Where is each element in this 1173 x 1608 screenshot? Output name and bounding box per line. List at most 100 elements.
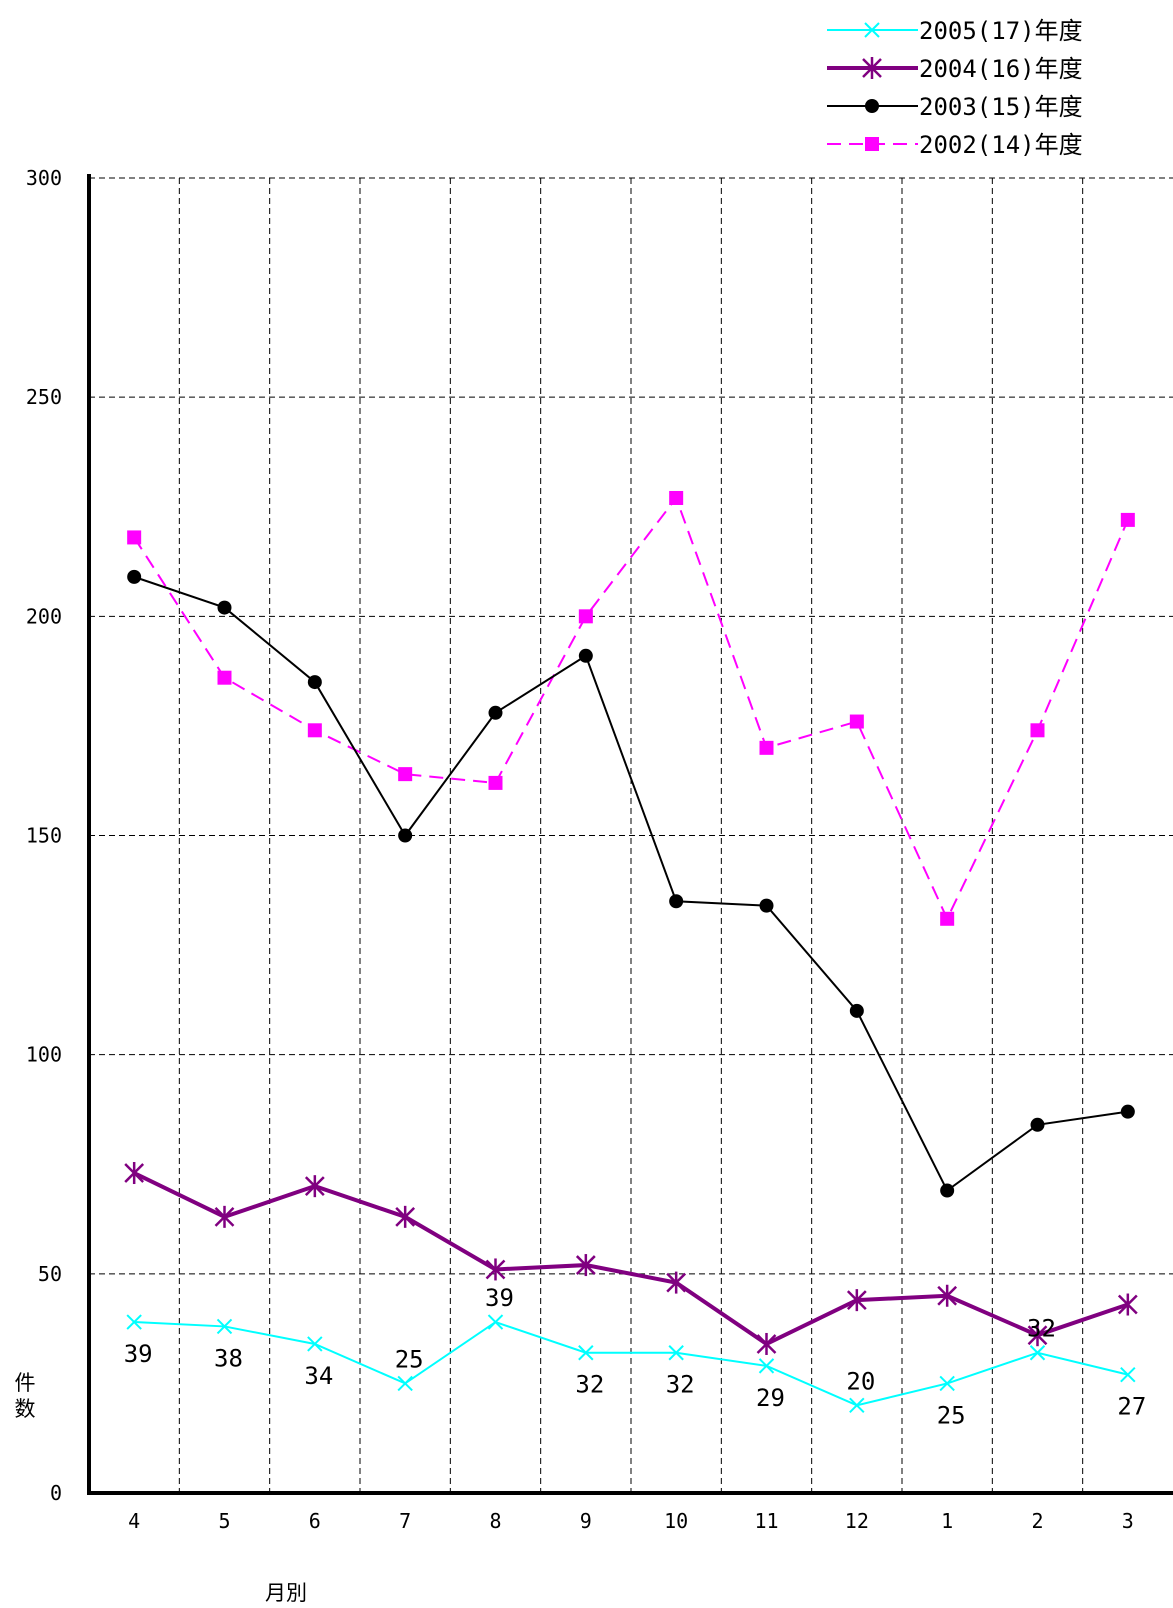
data-point xyxy=(1029,1345,1046,1361)
data-label: 25 xyxy=(937,1401,966,1429)
x-tick-label: 11 xyxy=(754,1509,778,1533)
y-tick-label: 50 xyxy=(38,1262,62,1286)
data-point xyxy=(758,1358,775,1374)
data-point xyxy=(756,1332,777,1355)
data-point xyxy=(668,1345,684,1361)
data-label: 34 xyxy=(304,1362,333,1390)
data-point xyxy=(578,609,593,624)
data-point xyxy=(939,1375,955,1392)
data-point xyxy=(304,1175,325,1198)
data-point xyxy=(849,714,864,729)
data-point xyxy=(759,898,774,913)
data-label: 29 xyxy=(756,1384,785,1412)
y-axis-label: 件数 xyxy=(15,1371,36,1421)
x-axis-ticks: 4 5 6 7 8 9 10 11 12 1 2 3 xyxy=(128,1509,1134,1533)
x-tick-label: 2 xyxy=(1031,1509,1043,1533)
data-point xyxy=(1117,1293,1138,1316)
y-tick-label: 200 xyxy=(26,604,62,628)
data-point xyxy=(1120,512,1135,527)
data-point xyxy=(578,1345,594,1361)
data-point xyxy=(1120,1104,1135,1119)
x-tick-label: 3 xyxy=(1122,1509,1134,1533)
legend-label: 2002(14)年度 xyxy=(919,131,1083,159)
data-point xyxy=(487,1314,504,1330)
legend-marker xyxy=(865,137,879,151)
data-point xyxy=(398,767,413,782)
legend-entry: 2005(17)年度 xyxy=(827,17,1083,45)
legend-marker xyxy=(864,22,880,38)
data-label: 39 xyxy=(485,1284,514,1312)
data-label: 27 xyxy=(1117,1393,1146,1421)
series-2002(14)年度 xyxy=(127,490,1135,926)
x-tick-label: 9 xyxy=(580,1509,592,1533)
data-label: 25 xyxy=(395,1345,424,1373)
data-point xyxy=(849,1003,864,1018)
data-point xyxy=(124,1162,145,1185)
data-label: 20 xyxy=(846,1367,875,1395)
data-point xyxy=(575,1254,596,1277)
data-point xyxy=(937,1284,958,1307)
series-2003(15)年度 xyxy=(127,569,1135,1198)
data-point xyxy=(307,1336,323,1352)
data-label: 39 xyxy=(124,1340,153,1368)
legend-entry: 2004(16)年度 xyxy=(827,55,1083,83)
data-label: 32 xyxy=(666,1371,695,1399)
legend-label: 2005(17)年度 xyxy=(919,17,1083,45)
data-labels: 39 38 34 25 39 32 32 29 20 25 32 27 xyxy=(124,1284,1147,1429)
data-point xyxy=(1030,723,1045,738)
x-tick-label: 10 xyxy=(664,1509,688,1533)
legend-entry: 2002(14)年度 xyxy=(827,131,1083,159)
data-point xyxy=(940,911,955,926)
data-point xyxy=(395,1205,416,1228)
data-point xyxy=(127,569,142,584)
y-tick-label: 300 xyxy=(26,166,62,190)
data-point xyxy=(1030,1117,1045,1132)
data-point xyxy=(126,1314,142,1330)
y-tick-label: 0 xyxy=(50,1481,62,1505)
data-point xyxy=(397,1375,413,1392)
x-tick-label: 8 xyxy=(489,1509,501,1533)
data-point xyxy=(1120,1366,1136,1383)
y-axis-label-char: 件 xyxy=(15,1371,36,1395)
series-line xyxy=(133,1171,1129,1347)
data-label: 32 xyxy=(1027,1315,1056,1343)
legend-marker xyxy=(862,57,882,79)
data-point xyxy=(307,675,322,690)
x-tick-label: 12 xyxy=(845,1509,869,1533)
data-label: 32 xyxy=(575,1371,604,1399)
data-point xyxy=(849,1397,865,1414)
x-tick-label: 1 xyxy=(941,1509,953,1533)
data-point xyxy=(217,600,232,615)
data-point xyxy=(488,705,503,720)
legend-label: 2003(15)年度 xyxy=(919,93,1083,121)
data-label: 38 xyxy=(214,1344,243,1372)
y-tick-label: 100 xyxy=(26,1043,62,1067)
data-point xyxy=(216,1318,233,1335)
legend-marker xyxy=(865,99,879,113)
series-layer xyxy=(124,490,1138,1414)
x-axis-label: 月別 xyxy=(265,1581,307,1605)
series-line xyxy=(133,575,1128,1193)
series-line xyxy=(134,1320,1129,1407)
data-point xyxy=(214,1205,235,1228)
legend-label: 2004(16)年度 xyxy=(919,55,1083,83)
data-point xyxy=(669,490,684,505)
data-point xyxy=(485,1258,506,1281)
data-point xyxy=(398,828,413,843)
data-point xyxy=(666,1271,687,1294)
x-tick-label: 5 xyxy=(218,1509,230,1533)
data-point xyxy=(759,740,774,755)
data-point xyxy=(669,894,684,909)
data-point xyxy=(488,775,503,790)
series-2004(16)年度 xyxy=(124,1162,1138,1355)
data-point xyxy=(127,530,142,545)
data-point xyxy=(940,1183,955,1198)
data-point xyxy=(578,648,593,663)
x-tick-label: 6 xyxy=(309,1509,321,1533)
y-tick-label: 250 xyxy=(26,385,62,409)
data-point xyxy=(1027,1324,1048,1347)
y-tick-label: 150 xyxy=(26,824,62,848)
y-axis-ticks: 0 50 100 150 200 250 300 xyxy=(26,166,62,1505)
legend: 2005(17)年度 2004(16)年度 2003(15)年度 2002(14)年度 xyxy=(827,17,1083,159)
